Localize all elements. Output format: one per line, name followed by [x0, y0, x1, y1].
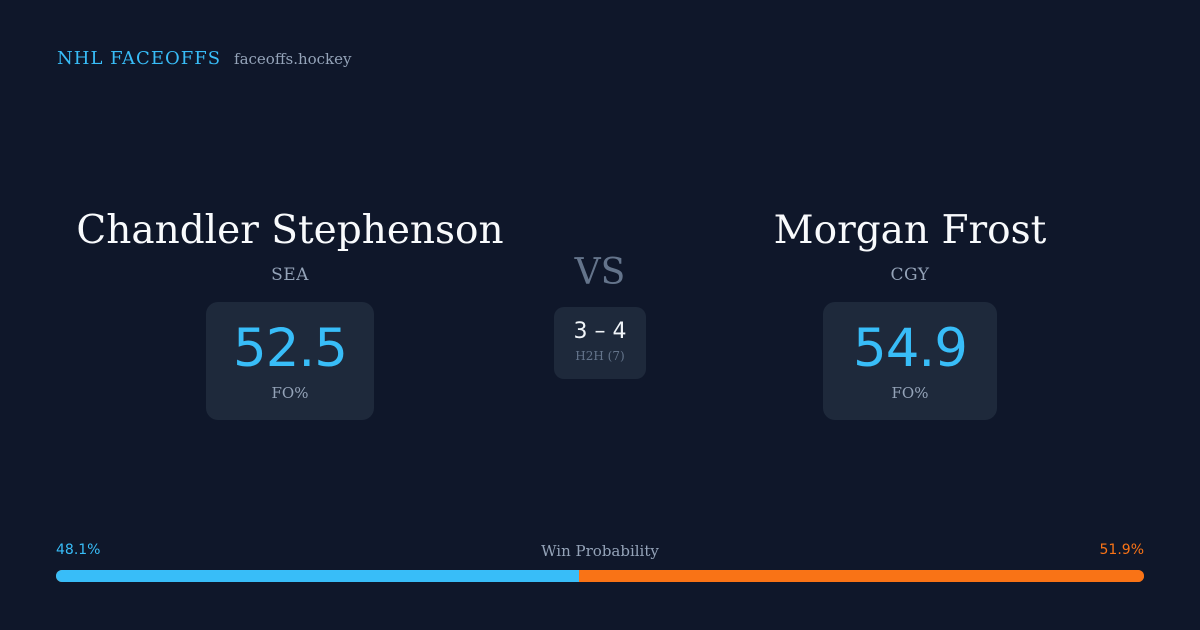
player-right-name: Morgan Frost [773, 208, 1047, 253]
player-left-team: SEA [271, 265, 309, 285]
player-right-fo-label: FO% [891, 384, 929, 402]
h2h-card: 3 – 4 H2H (7) [554, 307, 646, 379]
player-left-name: Chandler Stephenson [76, 208, 504, 253]
player-right-team: CGY [890, 265, 930, 285]
win-probability-bar-left [56, 570, 580, 582]
brand-header: NHL FACEOFFS faceoffs.hockey [57, 48, 352, 69]
player-left-fo-label: FO% [271, 384, 309, 402]
win-probability-bar-right [579, 570, 1144, 582]
win-probability-labels: 48.1% Win Probability 51.9% [56, 542, 1144, 562]
brand-domain: faceoffs.hockey [234, 50, 352, 68]
win-probability-left: 48.1% [56, 542, 101, 558]
h2h-score: 3 – 4 [573, 319, 627, 344]
player-left-stat-card: 52.5 FO% [206, 302, 374, 420]
player-left-fo-value: 52.5 [232, 318, 348, 379]
brand-name: NHL FACEOFFS [57, 48, 222, 69]
player-left-panel: Chandler Stephenson SEA 52.5 FO% [60, 205, 520, 420]
win-probability-bar [56, 570, 1144, 582]
player-right-stat-card: 54.9 FO% [823, 302, 997, 420]
h2h-label: H2H (7) [575, 349, 625, 363]
player-right-fo-value: 54.9 [852, 318, 968, 379]
versus-label: VS [574, 252, 626, 293]
win-probability-title: Win Probability [541, 542, 659, 560]
win-probability-right: 51.9% [1099, 542, 1144, 558]
player-right-panel: Morgan Frost CGY 54.9 FO% [680, 205, 1140, 420]
